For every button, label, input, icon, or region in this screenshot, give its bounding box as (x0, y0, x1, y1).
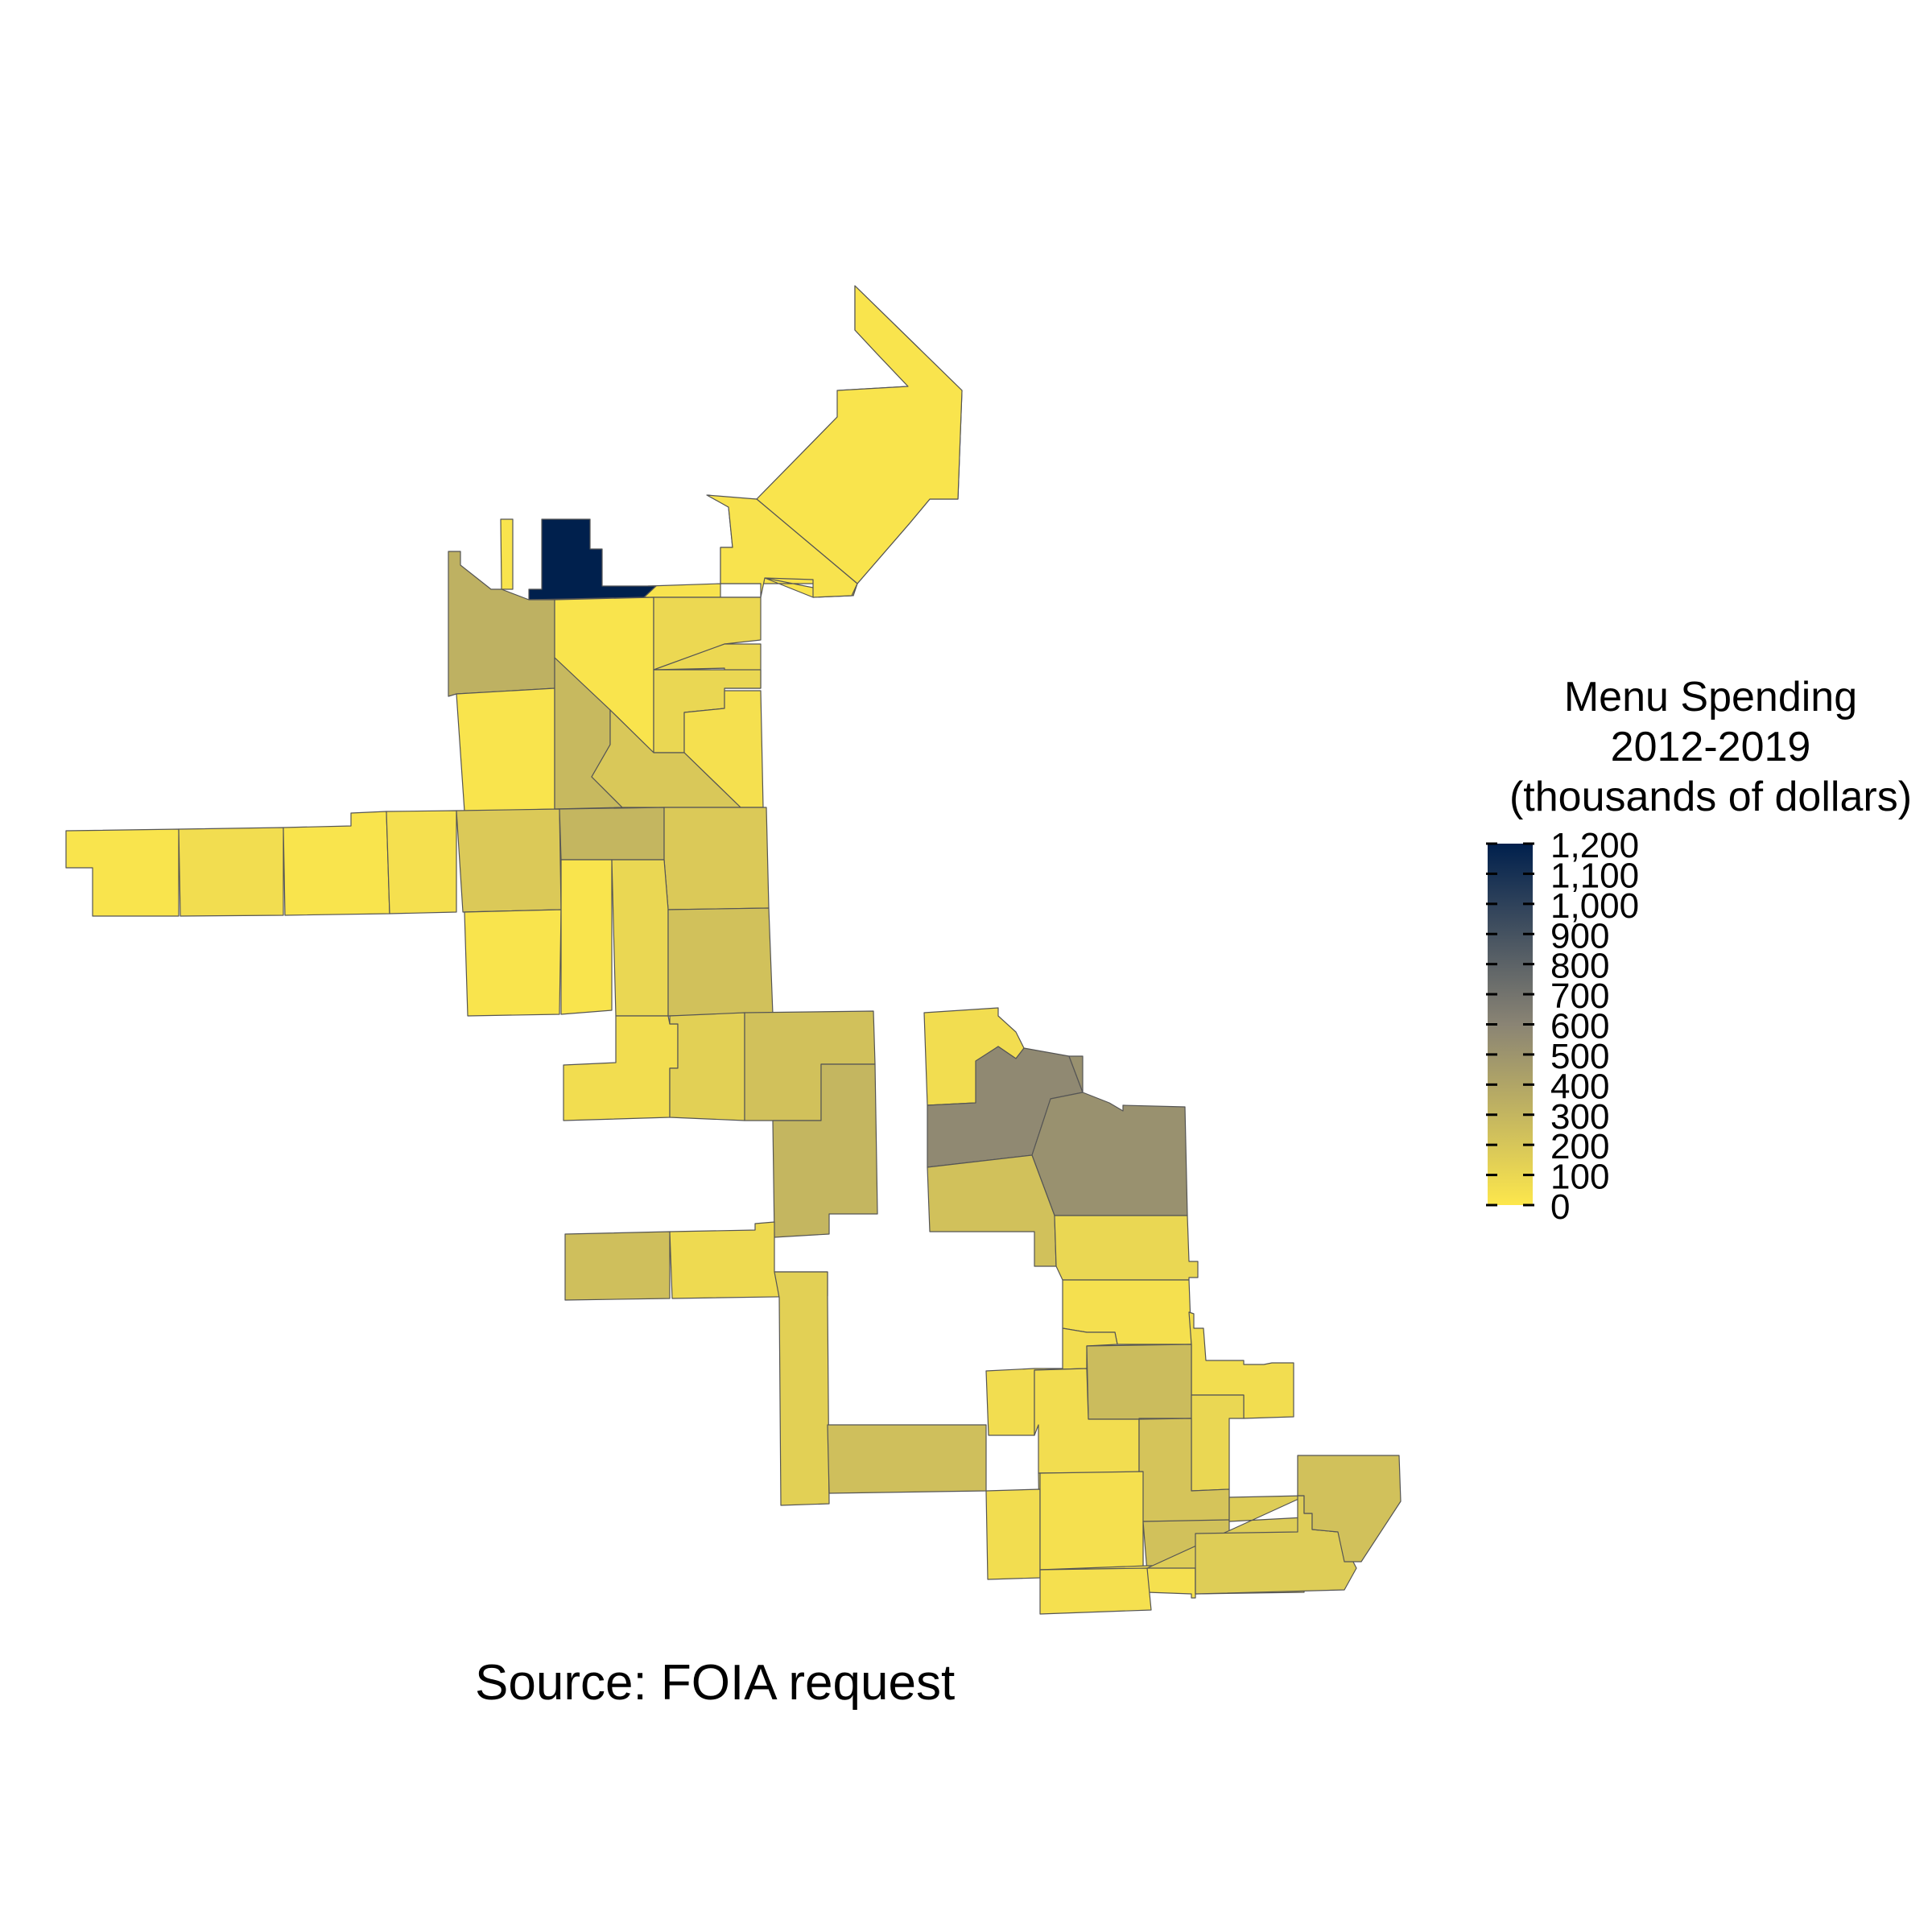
map-region (563, 1015, 679, 1121)
legend-tick-label: 0 (1550, 1187, 1570, 1227)
map-region (1039, 1567, 1152, 1615)
map-region (663, 807, 770, 910)
map-region (560, 859, 613, 1015)
legend-tick-label: 900 (1550, 916, 1609, 956)
legend-tick-label: 700 (1550, 976, 1609, 1016)
map-region (564, 1231, 671, 1301)
map-region (1054, 1215, 1199, 1281)
map-region (528, 518, 657, 601)
legend-colorbar: 1,2001,1001,0009008007006005004003002001… (1486, 826, 1639, 1227)
map-region (386, 810, 457, 914)
legend-tick-label: 1,100 (1550, 856, 1639, 895)
map-region (500, 518, 514, 590)
map-region (1086, 1344, 1192, 1420)
map-region (927, 1154, 1057, 1267)
legend-tick-label: 1,000 (1550, 886, 1639, 926)
map-region (283, 811, 390, 916)
legend-title-line-3: (thousands of dollars) (1509, 774, 1913, 820)
legend-tick-label: 300 (1550, 1097, 1609, 1137)
map-region (1297, 1455, 1402, 1563)
map-region (985, 1488, 1041, 1580)
map-region (774, 1271, 830, 1506)
map-region (178, 827, 284, 917)
source-caption: Source: FOIA request (475, 1655, 956, 1711)
map-region (456, 808, 562, 913)
map-region (667, 907, 774, 1017)
map-region (827, 1424, 987, 1494)
legend-tick-label: 500 (1550, 1037, 1609, 1076)
map-region (772, 1063, 878, 1238)
map-region (669, 1012, 745, 1121)
map-region (1191, 1394, 1245, 1492)
map-region (643, 494, 858, 598)
legend-title: Menu Spending 2012-2019 (thousands of do… (1485, 672, 1932, 822)
legend-title-line-2: 2012-2019 (1610, 724, 1811, 770)
legend-tick-label: 200 (1550, 1127, 1609, 1166)
map-region (611, 859, 669, 1017)
map-region (1039, 1471, 1144, 1571)
map-regions (65, 285, 1402, 1615)
legend-tick-label: 1,200 (1550, 826, 1639, 865)
map-region (65, 828, 180, 917)
legend-tick-label: 100 (1550, 1158, 1609, 1197)
legend-tick-label: 400 (1550, 1067, 1609, 1106)
map-region (559, 807, 665, 861)
legend-title-line-1: Menu Spending (1563, 674, 1858, 720)
legend-tick-label: 600 (1550, 1007, 1609, 1046)
map-region (448, 551, 555, 697)
legend-tick-label: 800 (1550, 947, 1609, 986)
map-region (464, 909, 562, 1017)
